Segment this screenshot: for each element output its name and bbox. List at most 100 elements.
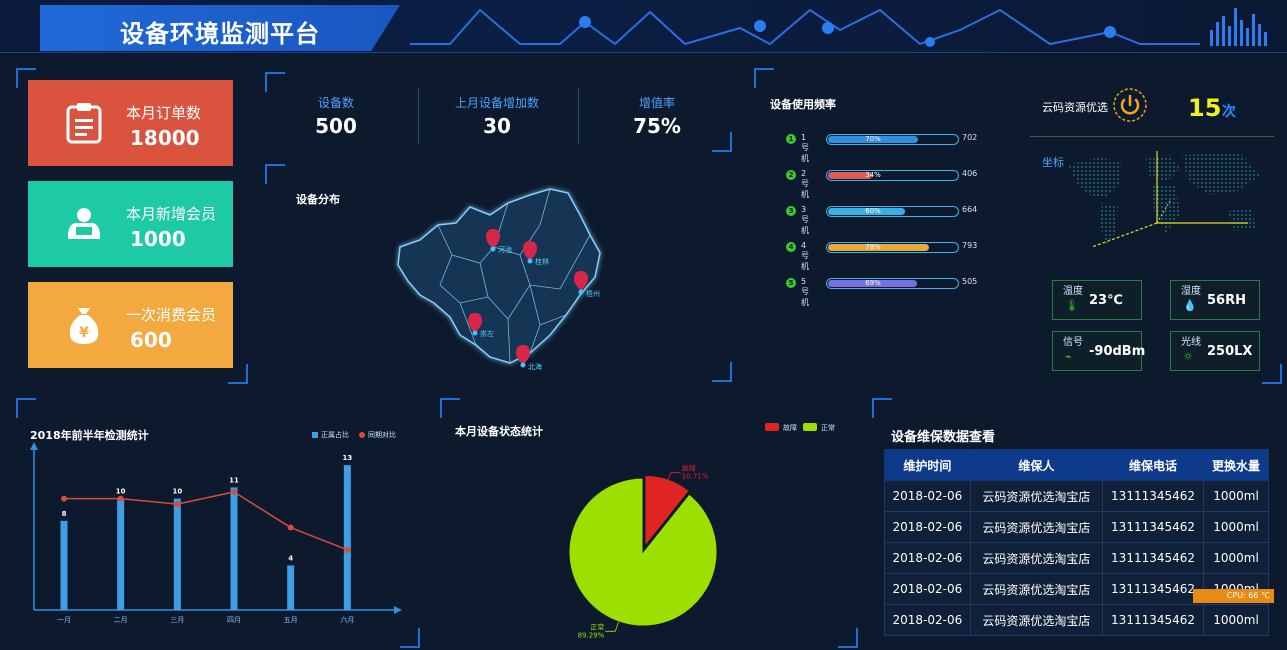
money-bag-icon: ¥ [69, 308, 99, 344]
x-tick-label: 四月 [227, 616, 241, 624]
map-marker-hechi[interactable]: 河池 [486, 229, 512, 254]
line-point [287, 524, 294, 531]
x-tick-label: 二月 [114, 616, 128, 624]
cell-phone: 13111345462 [1102, 604, 1205, 636]
monthly-detection-chart: 8 一月 10 二月 10 三月 11 四月 4 五月 13 六月 [30, 442, 402, 624]
frequency-title: 设备使用频率 [770, 98, 836, 111]
bar [230, 487, 238, 610]
usage-percent: 70% [865, 135, 881, 143]
col-maintain-time[interactable]: 维护时间 [884, 449, 971, 481]
cell-water: 1000ml [1203, 542, 1269, 574]
panel-corner [265, 72, 285, 92]
usage-count: 702 [962, 133, 978, 142]
comparison-line [64, 491, 348, 551]
rank-badge: 2 [786, 170, 796, 180]
maintenance-table: 维护时间 维保人 维保电话 更换水量 2018-02-06 云码资源优选淘宝店 … [884, 449, 1269, 636]
col-phone[interactable]: 维保电话 [1102, 449, 1205, 481]
signal-icon: ⌁ [1065, 350, 1072, 363]
members-icon [68, 208, 100, 239]
map-marker-guilin[interactable]: 桂林 [523, 241, 549, 266]
stat-device-count-value: 500 [315, 114, 357, 138]
machine-name: 3号机 [801, 205, 809, 235]
cell-maintainer: 云码资源优选淘宝店 [969, 604, 1104, 636]
table-row[interactable]: 2018-02-06 云码资源优选淘宝店 13111345462 1000ml [884, 511, 1269, 543]
card-new-members[interactable]: 本月新增会员 1000 [28, 181, 233, 267]
header-decoration [410, 8, 1267, 47]
province-map[interactable]: 河池 桂林 梧州 崇左 北海 [390, 185, 610, 380]
cell-maintainer: 云码资源优选淘宝店 [969, 511, 1104, 543]
usage-bar-fill [828, 172, 872, 179]
usage-bar-track: 60% [826, 206, 959, 217]
usage-bar-track: 78% [826, 242, 959, 253]
pie-slice-percent: 10.71% [682, 473, 709, 481]
pie-slice-percent: 89.29% [578, 631, 605, 639]
table-row[interactable]: 2018-02-06 云码资源优选淘宝店 13111345462 1000ml [884, 480, 1269, 512]
env-humidity: 湿度 💧 56RH [1170, 280, 1260, 320]
pie-title: 本月设备状态统计 [455, 425, 543, 438]
panel-corner [16, 398, 36, 418]
machine-name: 4号机 [801, 241, 809, 271]
cloud-unit: 次 [1222, 104, 1236, 120]
card-single-purchase-members[interactable]: ¥ 一次消费会员 600 [28, 282, 233, 368]
power-icon[interactable] [1112, 87, 1148, 123]
table-row[interactable]: 2018-02-06 云码资源优选淘宝店 13111345462 1000ml [884, 604, 1269, 636]
env-value: -90dBm [1089, 344, 1146, 359]
env-label: 湿度 [1181, 286, 1201, 297]
cloud-label: 云码资源优选 [1042, 101, 1108, 114]
col-water[interactable]: 更换水量 [1203, 449, 1269, 481]
cell-maintainer: 云码资源优选淘宝店 [969, 573, 1104, 605]
stat-growth-rate-label: 增值率 [638, 96, 675, 110]
legend-bar-label[interactable]: 正属占比 [321, 431, 349, 439]
bar [60, 520, 68, 610]
cpu-temp-badge: CPU: 66 ℃ [1193, 589, 1274, 603]
panel-corner [1262, 364, 1282, 384]
bar-value-label: 11 [229, 476, 239, 484]
stat-monthly-increase-label: 上月设备增加数 [454, 96, 539, 110]
y-axis-arrow [30, 442, 38, 450]
pie-slice-name: 故障 [682, 464, 696, 473]
legend-fault-label[interactable]: 故障 [783, 424, 797, 432]
card-monthly-orders[interactable]: 本月订单数 18000 [28, 80, 233, 166]
env-label: 光线 [1181, 337, 1201, 348]
usage-count: 793 [962, 241, 978, 250]
cell-phone: 13111345462 [1102, 511, 1205, 543]
world-dot-map [1068, 151, 1260, 248]
cell-time: 2018-02-06 [884, 573, 971, 605]
legend-bar-swatch [312, 432, 318, 438]
cell-time: 2018-02-06 [884, 604, 971, 636]
legend-normal-label[interactable]: 正常 [821, 424, 835, 432]
card-value: 18000 [130, 126, 200, 150]
map-marker-wuzhou[interactable]: 梧州 [574, 271, 600, 298]
usage-bar-fill [828, 208, 906, 215]
divider [578, 88, 579, 144]
legend-normal-swatch [803, 423, 817, 431]
card-label: 一次消费会员 [126, 306, 217, 324]
table-header-row: 维护时间 维保人 维保电话 更换水量 [884, 449, 1269, 481]
machine-name: 1号机 [801, 133, 809, 163]
thermometer-icon: 🌡 [1065, 299, 1079, 312]
usage-count: 505 [962, 277, 978, 286]
divider [1030, 136, 1274, 137]
title-banner [40, 5, 400, 51]
env-signal: 信号 ⌁ -90dBm [1052, 331, 1146, 371]
panel-corner [872, 398, 892, 418]
table-row[interactable]: 2018-02-06 云码资源优选淘宝店 13111345462 1000ml [884, 542, 1269, 574]
panel-corner [838, 628, 858, 648]
usage-bar-fill [828, 280, 917, 287]
env-temperature: 温度 🌡 23℃ [1052, 280, 1142, 320]
machine-name: 5号机 [801, 277, 809, 307]
bar-value-label: 13 [342, 454, 352, 462]
usage-percent: 69% [865, 279, 881, 287]
map-marker-beihai[interactable]: 北海 [516, 345, 542, 371]
col-maintainer[interactable]: 维保人 [969, 449, 1104, 481]
rank-badge: 4 [786, 242, 796, 252]
maintenance-title: 设备维保数据查看 [891, 430, 996, 445]
panel-corner [712, 362, 732, 382]
map-marker-chongzuo[interactable]: 崇左 [468, 313, 494, 338]
panel-corner [16, 68, 36, 88]
bar [117, 498, 125, 610]
usage-percent: 78% [865, 243, 881, 251]
legend-line-label[interactable]: 同期对比 [368, 431, 396, 439]
usage-percent: 34% [865, 171, 881, 179]
panel-corner [754, 68, 774, 88]
